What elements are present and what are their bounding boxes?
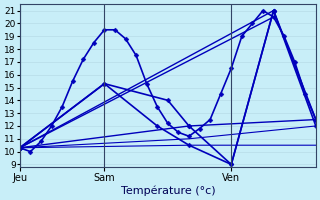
X-axis label: Température (°c): Température (°c): [121, 185, 215, 196]
